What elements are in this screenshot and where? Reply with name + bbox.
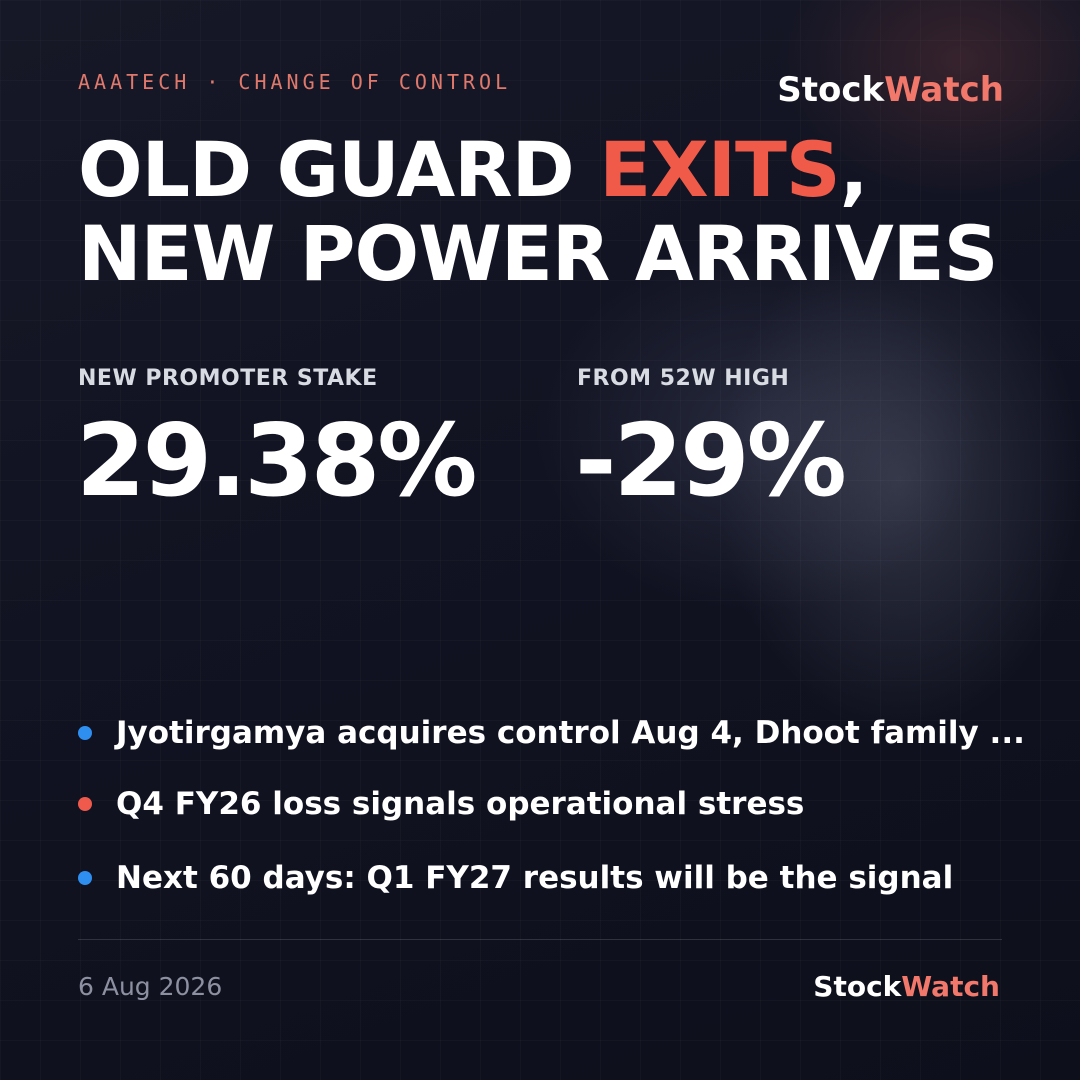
brand-logo: StockWatch <box>777 70 1004 110</box>
bullet-item: Jyotirgamya acquires control Aug 4, Dhoo… <box>78 715 1025 751</box>
stat-label: FROM 52W HIGH <box>577 366 790 391</box>
bullet-item: Q4 FY26 loss signals operational stress <box>78 786 804 822</box>
brand-logo: StockWatch <box>813 970 1000 1003</box>
bullet-dot <box>78 797 92 811</box>
date: 6 Aug 2026 <box>78 972 223 1001</box>
headline-line: OLD GUARD EXITS, <box>78 128 997 212</box>
brand-part: Watch <box>901 970 1000 1003</box>
brand-part: Stock <box>813 970 902 1003</box>
bullet-text: Next 60 days: Q1 FY27 results will be th… <box>116 860 954 896</box>
headline-text: , <box>839 125 869 214</box>
brand-part: Watch <box>884 70 1004 110</box>
brand-part: Stock <box>777 70 885 110</box>
stat-value: -29% <box>575 402 847 519</box>
bullet-text: Q4 FY26 loss signals operational stress <box>116 786 805 822</box>
kicker: AAATECH · CHANGE OF CONTROL <box>78 70 512 94</box>
headline-highlight: EXITS <box>599 125 840 214</box>
headline: OLD GUARD EXITS, NEW POWER ARRIVES <box>78 128 998 298</box>
stat-value: 29.38% <box>76 402 478 519</box>
headline-line: NEW POWER ARRIVES <box>78 209 998 298</box>
bullet-item: Next 60 days: Q1 FY27 results will be th… <box>78 860 953 896</box>
bullet-text: Jyotirgamya acquires control Aug 4, Dhoo… <box>116 715 1025 751</box>
stat-label: NEW PROMOTER STAKE <box>78 366 378 391</box>
divider <box>78 939 1002 940</box>
bullet-dot <box>78 871 92 885</box>
bullet-dot <box>78 726 92 740</box>
headline-text: OLD GUARD <box>78 125 575 214</box>
